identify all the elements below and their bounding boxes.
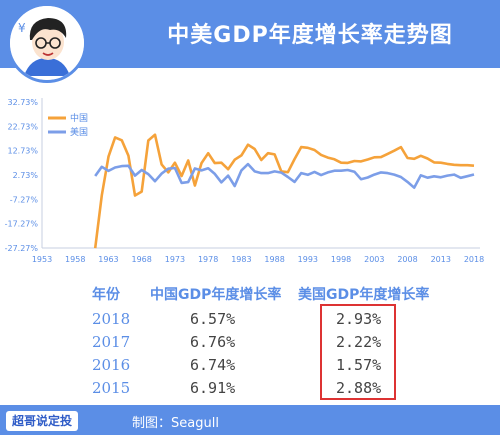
table-cell-usa: 2.93% — [336, 310, 382, 328]
y-tick-label: -27.27% — [5, 244, 39, 253]
y-tick-label: 2.73% — [13, 171, 39, 180]
table-cell-china: 6.76% — [190, 333, 236, 351]
table-cell-usa: 2.22% — [336, 333, 382, 351]
series-line-usa — [94, 162, 475, 189]
usa-column-highlight-box — [320, 304, 396, 400]
table-cell-year: 2018 — [92, 310, 131, 328]
x-tick-label: 1988 — [264, 255, 284, 264]
table-cell-year: 2016 — [92, 356, 131, 374]
table-cell-year: 2017 — [92, 333, 131, 351]
table-cell-china: 6.74% — [190, 356, 236, 374]
x-tick-label: 2018 — [464, 255, 484, 264]
y-tick-label: -7.27% — [10, 195, 39, 204]
table-header-year: 年份 — [92, 287, 120, 303]
page-title: 中美GDP年度增长率走势图 — [167, 23, 453, 48]
series-line-china — [93, 133, 475, 249]
x-tick-label: 1978 — [198, 255, 218, 264]
x-tick-label: 1953 — [32, 255, 52, 264]
table-header-usa: 美国GDP年度增长率 — [298, 287, 430, 303]
svg-text:¥: ¥ — [18, 21, 26, 35]
legend-label: 中国 — [70, 112, 88, 124]
gdp-line-chart: 32.73% 22.73% 12.73% 2.73% -7.27% -17.27% -27.… — [0, 92, 500, 270]
y-tick-label: -17.27% — [5, 220, 39, 229]
x-tick-label: 2013 — [431, 255, 451, 264]
x-tick-label: 1963 — [98, 255, 118, 264]
x-tick-label: 1958 — [65, 255, 85, 264]
table-cell-china: 6.57% — [190, 310, 236, 328]
x-tick-label: 2008 — [397, 255, 417, 264]
gdp-table: 年份 中国GDP年度增长率 美国GDP年度增长率 2018 6.57% 2.93… — [0, 280, 500, 410]
x-tick-label: 2003 — [364, 255, 384, 264]
chart-credit: 制图：Seagull — [132, 416, 219, 431]
footer-bar: 超哥说定投 制图：Seagull — [0, 405, 500, 435]
y-tick-label: 22.73% — [7, 122, 38, 131]
x-tick-label: 1993 — [298, 255, 318, 264]
table-cell-usa: 1.57% — [336, 356, 382, 374]
axis-layer: 32.73% 22.73% 12.73% 2.73% -7.27% -17.27% -27.… — [5, 98, 484, 264]
table-cell-year: 2015 — [92, 379, 131, 397]
y-tick-label: 32.73% — [7, 98, 38, 107]
brand-badge: 超哥说定投 — [6, 411, 79, 431]
x-tick-label: 1968 — [132, 255, 152, 264]
series-layer — [93, 133, 475, 249]
avatar: ¥ — [7, 3, 87, 83]
table-cell-usa: 2.88% — [336, 379, 382, 397]
table-header-china: 中国GDP年度增长率 — [150, 287, 282, 303]
legend-label: 美国 — [70, 126, 88, 138]
chart-canvas: 32.73% 22.73% 12.73% 2.73% -7.27% -17.27% -27.… — [5, 98, 484, 264]
x-tick-label: 1983 — [231, 255, 251, 264]
avatar-illustration-icon: ¥ — [10, 6, 84, 80]
table-cell-china: 6.91% — [190, 379, 236, 397]
y-tick-label: 12.73% — [7, 147, 38, 156]
x-tick-label: 1998 — [331, 255, 351, 264]
x-tick-label: 1973 — [165, 255, 185, 264]
